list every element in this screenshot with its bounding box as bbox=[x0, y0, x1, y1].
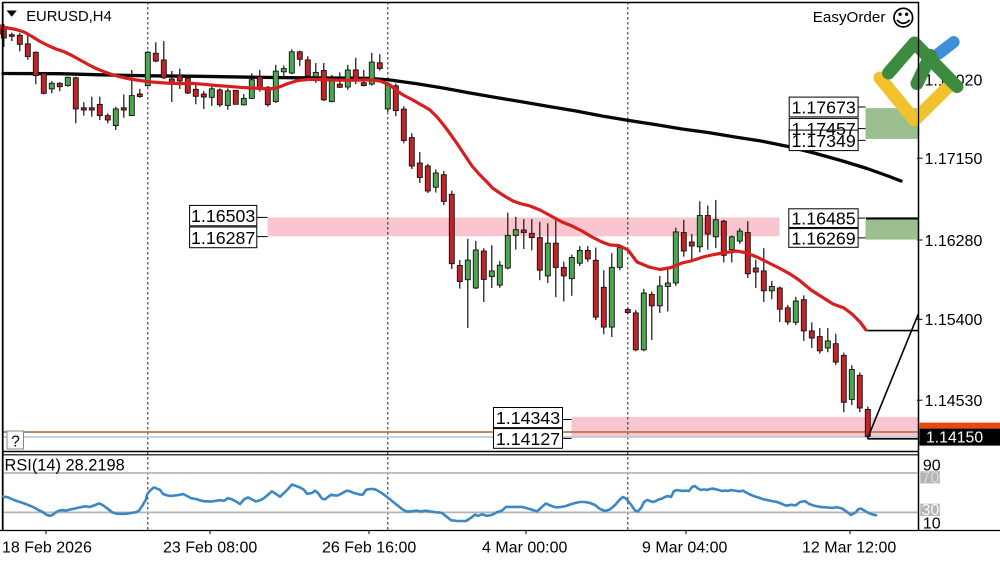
svg-text:23 Feb 08:00: 23 Feb 08:00 bbox=[163, 540, 257, 557]
svg-text:9 Mar 04:00: 9 Mar 04:00 bbox=[642, 540, 727, 557]
svg-text:?: ? bbox=[11, 434, 20, 451]
svg-text:1.16280: 1.16280 bbox=[925, 233, 983, 250]
svg-text:1.16287: 1.16287 bbox=[191, 228, 255, 248]
svg-text:1.14343: 1.14343 bbox=[496, 408, 560, 428]
svg-text:18 Feb 2026: 18 Feb 2026 bbox=[2, 540, 92, 557]
svg-text:10: 10 bbox=[923, 516, 941, 533]
svg-text:90: 90 bbox=[923, 457, 941, 474]
svg-text:1.17673: 1.17673 bbox=[792, 97, 856, 117]
svg-text:EasyOrder: EasyOrder bbox=[813, 9, 886, 26]
svg-text:EURUSD,H4: EURUSD,H4 bbox=[26, 9, 112, 25]
svg-text:1.16269: 1.16269 bbox=[791, 228, 855, 248]
svg-text:1.14530: 1.14530 bbox=[925, 393, 983, 410]
svg-text:1.14150: 1.14150 bbox=[926, 429, 983, 446]
svg-text:1.16503: 1.16503 bbox=[191, 206, 255, 226]
svg-text:1.15400: 1.15400 bbox=[925, 312, 983, 329]
svg-text:4 Mar 00:00: 4 Mar 00:00 bbox=[482, 540, 567, 557]
svg-text:30: 30 bbox=[922, 502, 940, 519]
svg-text:12 Mar 12:00: 12 Mar 12:00 bbox=[802, 540, 896, 557]
svg-text:1.17349: 1.17349 bbox=[792, 131, 856, 151]
svg-text:1.14127: 1.14127 bbox=[496, 429, 560, 449]
svg-text:1.17150: 1.17150 bbox=[925, 151, 983, 168]
svg-text:RSI(14) 28.2198: RSI(14) 28.2198 bbox=[5, 457, 125, 475]
svg-text:26 Feb 16:00: 26 Feb 16:00 bbox=[322, 540, 416, 557]
svg-text:1.16485: 1.16485 bbox=[791, 209, 855, 229]
svg-text:1.17457: 1.17457 bbox=[792, 119, 856, 139]
svg-text:70: 70 bbox=[922, 469, 940, 486]
